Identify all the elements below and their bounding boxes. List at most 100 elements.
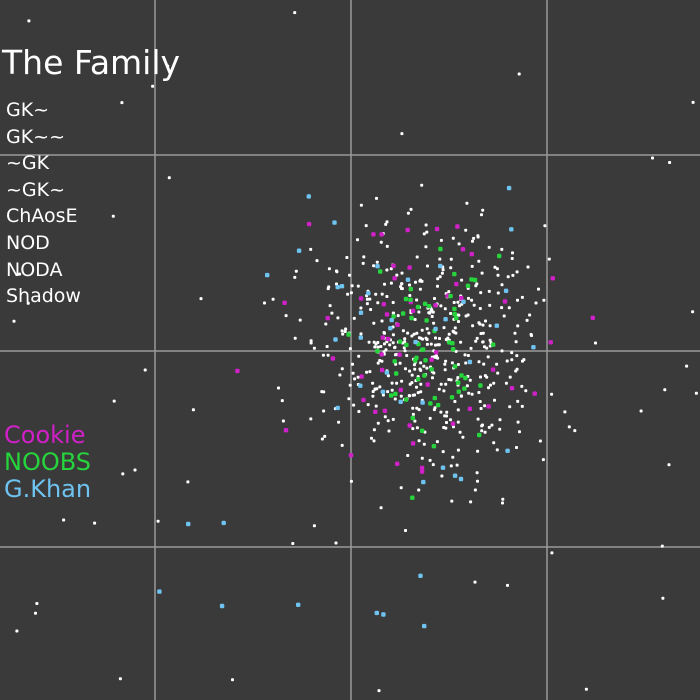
village-dot-other[interactable] <box>369 308 373 311</box>
village-dot-other[interactable] <box>415 406 419 410</box>
village-dot-cookie[interactable] <box>532 391 537 396</box>
village-dot-other[interactable] <box>389 281 393 285</box>
village-dot-other[interactable] <box>351 362 354 366</box>
village-dot-other[interactable] <box>367 340 371 344</box>
village-dot-other[interactable] <box>376 301 380 305</box>
village-dot-other[interactable] <box>405 354 409 357</box>
village-dot-gkhan[interactable] <box>506 185 512 191</box>
village-dot-gkhan[interactable] <box>366 291 371 296</box>
village-dot-other[interactable] <box>343 330 347 333</box>
village-dot-other[interactable] <box>271 297 275 301</box>
village-dot-other[interactable] <box>191 408 195 412</box>
village-dot-other[interactable] <box>542 298 546 302</box>
village-dot-other[interactable] <box>408 283 411 287</box>
village-dot-other[interactable] <box>442 426 446 429</box>
village-dot-other[interactable] <box>118 677 122 681</box>
village-dot-other[interactable] <box>419 382 423 386</box>
village-dot-other[interactable] <box>403 349 407 353</box>
village-dot-other[interactable] <box>327 267 331 271</box>
village-dot-other[interactable] <box>351 371 355 375</box>
village-dot-other[interactable] <box>483 430 487 434</box>
village-dot-other[interactable] <box>480 271 484 275</box>
village-dot-other[interactable] <box>511 251 514 255</box>
village-dot-other[interactable] <box>151 84 155 88</box>
village-dot-other[interactable] <box>386 419 390 423</box>
village-dot-other[interactable] <box>356 284 360 288</box>
village-dot-other[interactable] <box>379 345 383 348</box>
village-dot-other[interactable] <box>371 381 375 385</box>
village-dot-other[interactable] <box>431 463 435 467</box>
village-dot-other[interactable] <box>437 387 441 391</box>
village-dot-other[interactable] <box>312 524 316 528</box>
village-dot-noobs[interactable] <box>346 332 351 337</box>
village-dot-noobs[interactable] <box>391 314 396 319</box>
village-dot-other[interactable] <box>524 389 528 393</box>
village-dot-other[interactable] <box>391 301 395 304</box>
village-dot-other[interactable] <box>156 519 160 523</box>
village-dot-other[interactable] <box>454 331 458 335</box>
village-dot-other[interactable] <box>385 268 389 272</box>
village-dot-other[interactable] <box>458 304 461 308</box>
village-dot-cookie[interactable] <box>490 367 496 372</box>
village-dot-gkhan[interactable] <box>219 603 225 609</box>
village-dot-cookie[interactable] <box>429 357 434 362</box>
village-dot-other[interactable] <box>411 412 415 416</box>
village-dot-other[interactable] <box>400 132 404 136</box>
village-dot-other[interactable] <box>348 383 352 387</box>
village-dot-other[interactable] <box>487 386 490 390</box>
village-dot-cookie[interactable] <box>550 276 555 281</box>
village-dot-other[interactable] <box>341 332 345 336</box>
village-dot-other[interactable] <box>374 404 378 408</box>
village-dot-gkhan[interactable] <box>413 339 418 345</box>
village-dot-other[interactable] <box>449 464 453 468</box>
village-dot-other[interactable] <box>420 456 424 460</box>
village-dot-other[interactable] <box>501 497 505 501</box>
village-dot-other[interactable] <box>472 303 476 307</box>
village-dot-other[interactable] <box>370 436 373 440</box>
village-dot-noobs[interactable] <box>429 367 434 372</box>
village-dot-other[interactable] <box>280 399 284 403</box>
village-dot-other[interactable] <box>291 542 295 545</box>
village-dot-other[interactable] <box>518 430 521 434</box>
village-dot-other[interactable] <box>338 373 342 377</box>
village-dot-other[interactable] <box>372 264 376 268</box>
village-dot-noobs[interactable] <box>452 306 457 312</box>
village-dot-gkhan[interactable] <box>375 264 380 269</box>
village-dot-other[interactable] <box>449 257 453 261</box>
village-dot-other[interactable] <box>525 318 529 322</box>
village-dot-other[interactable] <box>427 311 431 315</box>
village-dot-other[interactable] <box>335 269 338 273</box>
village-dot-gkhan[interactable] <box>418 573 423 578</box>
village-dot-other[interactable] <box>516 324 520 328</box>
village-dot-other[interactable] <box>449 418 452 422</box>
village-dot-other[interactable] <box>520 295 524 299</box>
village-dot-other[interactable] <box>473 488 477 492</box>
village-dot-cookie[interactable] <box>450 421 456 426</box>
village-dot-gkhan[interactable] <box>422 623 427 629</box>
village-dot-other[interactable] <box>520 404 524 408</box>
village-dot-other[interactable] <box>422 442 426 446</box>
village-dot-other[interactable] <box>199 297 203 301</box>
village-dot-other[interactable] <box>425 230 429 234</box>
village-dot-noobs[interactable] <box>448 293 453 299</box>
village-dot-noobs[interactable] <box>456 389 461 394</box>
village-dot-noobs[interactable] <box>472 277 478 283</box>
village-dot-other[interactable] <box>476 234 480 238</box>
village-dot-gkhan[interactable] <box>332 220 337 225</box>
village-dot-noobs[interactable] <box>452 312 457 317</box>
village-dot-cookie[interactable] <box>282 300 287 305</box>
village-dot-cookie[interactable] <box>325 316 330 321</box>
village-dot-other[interactable] <box>515 367 519 371</box>
village-dot-other[interactable] <box>487 245 491 249</box>
village-dot-other[interactable] <box>321 353 325 357</box>
village-dot-gkhan[interactable] <box>494 323 499 328</box>
village-dot-other[interactable] <box>435 440 439 444</box>
village-dot-other[interactable] <box>496 371 500 375</box>
village-dot-other[interactable] <box>406 331 410 335</box>
village-dot-other[interactable] <box>459 394 463 398</box>
village-dot-other[interactable] <box>483 404 487 408</box>
village-dot-other[interactable] <box>456 408 460 412</box>
village-dot-other[interactable] <box>563 410 567 414</box>
village-dot-other[interactable] <box>470 298 474 302</box>
village-dot-cookie[interactable] <box>358 296 364 301</box>
